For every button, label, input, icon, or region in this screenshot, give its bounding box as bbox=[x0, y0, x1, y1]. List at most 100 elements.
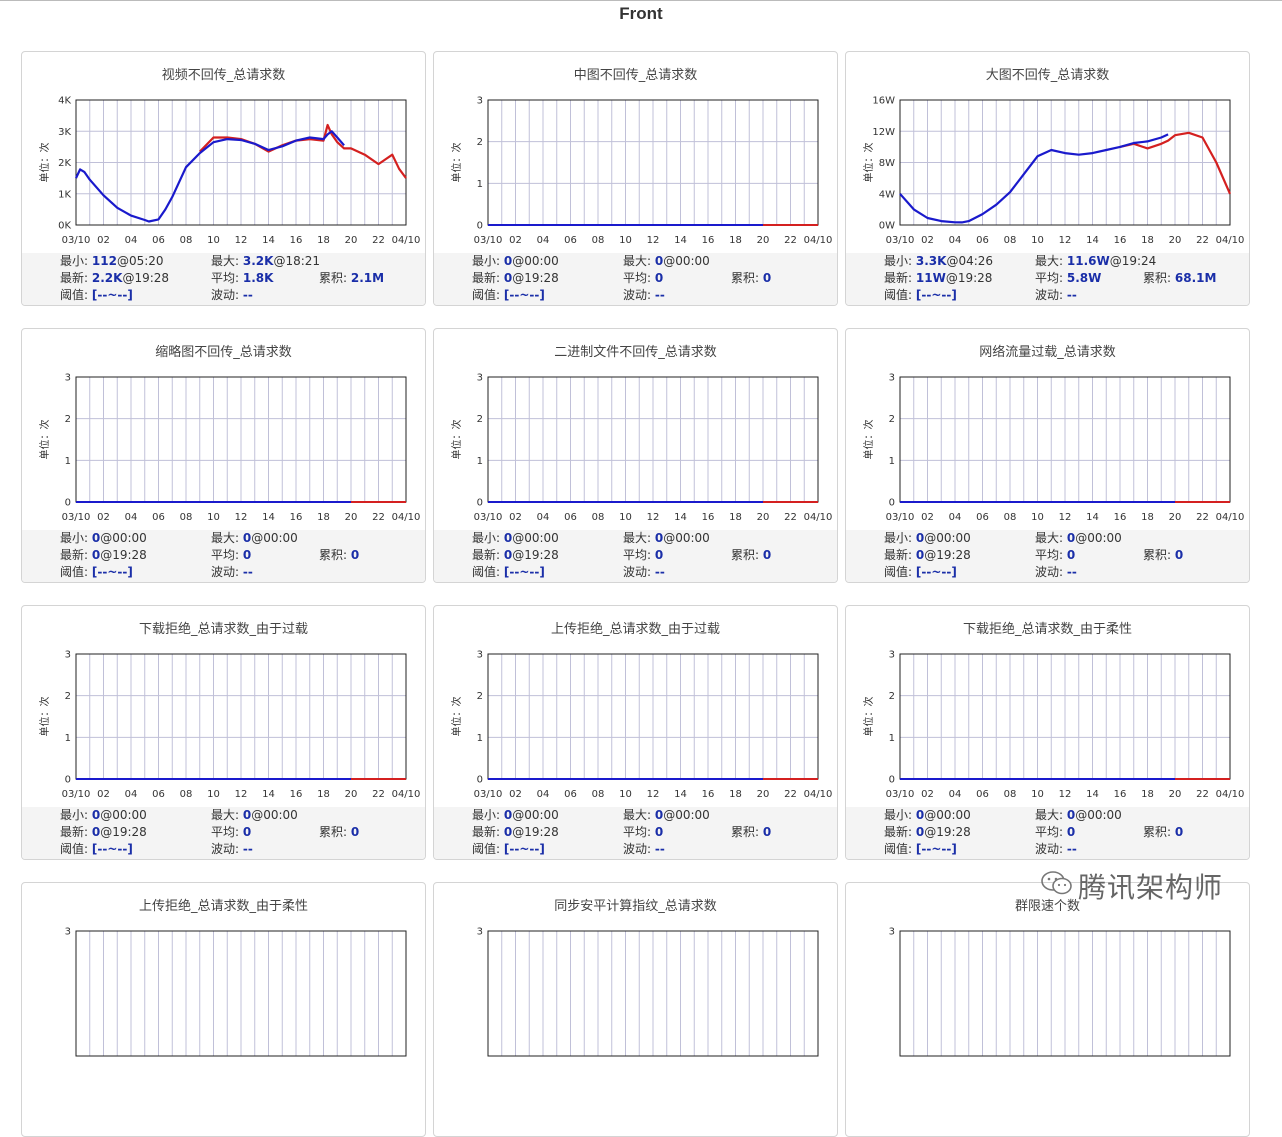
stat-threshold-value: [--~--] bbox=[915, 565, 957, 579]
stat-min-time: @00:00 bbox=[512, 531, 559, 545]
stat-max-value: 0 bbox=[654, 531, 664, 545]
x-tick-label: 08 bbox=[592, 235, 605, 246]
y-tick-label: 3 bbox=[65, 650, 71, 661]
series-line-today bbox=[75, 130, 345, 223]
y-tick-label: 1 bbox=[65, 733, 71, 744]
y-tick-label: 0K bbox=[58, 221, 71, 232]
stat-threshold-value: [--~--] bbox=[915, 842, 957, 856]
stat-max-time: @00:00 bbox=[251, 808, 298, 822]
x-tick-label: 04/10 bbox=[392, 512, 421, 523]
y-tick-label: 0 bbox=[889, 775, 895, 786]
stat-label: 阈值: bbox=[472, 842, 501, 856]
x-tick-label: 04/10 bbox=[392, 235, 421, 246]
stat-cum-value: 68.1M bbox=[1174, 271, 1217, 285]
stat-fluct-value: -- bbox=[242, 842, 253, 856]
x-tick-label: 20 bbox=[345, 235, 358, 246]
stat-max-time: @00:00 bbox=[1075, 531, 1122, 545]
stat-latest-value: 0 bbox=[503, 271, 513, 285]
plot-frame bbox=[75, 99, 407, 226]
x-tick-label: 20 bbox=[345, 789, 358, 800]
stat-label: 阈值: bbox=[60, 288, 89, 302]
stat-latest-value: 11W bbox=[915, 271, 946, 285]
stat-label: 最小: bbox=[472, 531, 501, 545]
x-tick-label: 06 bbox=[976, 789, 989, 800]
x-tick-label: 02 bbox=[97, 235, 110, 246]
x-tick-label: 10 bbox=[207, 789, 220, 800]
stat-min-time: @00:00 bbox=[100, 531, 147, 545]
y-tick-label: 2 bbox=[889, 414, 895, 425]
stat-label: 最大: bbox=[211, 531, 240, 545]
chart-grid-lines bbox=[899, 376, 1231, 503]
y-tick-label: 3 bbox=[477, 927, 483, 938]
x-tick-label: 04/10 bbox=[1216, 235, 1245, 246]
stat-latest-value: 0 bbox=[91, 548, 101, 562]
line-chart: 0W 4W 8W 12W 16W 03/10 02 04 06 08 10 12 14 16 18 20 22 0… bbox=[862, 96, 1245, 247]
stat-cum-value: 0 bbox=[762, 825, 772, 839]
stat-label: 波动: bbox=[623, 288, 652, 302]
stat-label: 阈值: bbox=[60, 565, 89, 579]
stat-label: 最新: bbox=[472, 271, 501, 285]
stats-summary: 最小: 112@05:20 最大: 3.2K@18:21 最新: 2.2K@19:2… bbox=[22, 253, 425, 305]
stat-fluct-value: -- bbox=[1066, 842, 1077, 856]
stat-latest-time: @19:28 bbox=[924, 548, 971, 562]
y-tick-label: 12W bbox=[872, 127, 895, 138]
x-tick-label: 03/10 bbox=[886, 789, 915, 800]
x-tick-label: 06 bbox=[564, 235, 577, 246]
stat-cum-value: 0 bbox=[1174, 825, 1184, 839]
stat-fluct-value: -- bbox=[654, 565, 665, 579]
stat-min-value: 3.3K bbox=[915, 254, 947, 268]
stat-max-time: @00:00 bbox=[663, 808, 710, 822]
x-tick-label: 08 bbox=[180, 789, 193, 800]
x-tick-label: 14 bbox=[262, 512, 275, 523]
x-tick-label: 10 bbox=[1031, 235, 1044, 246]
stats-summary: 最小: 0@00:00 最大: 0@00:00 最新: 0@19:28 平均: 0 累积… bbox=[846, 530, 1249, 582]
chart-panel: 下载拒绝_总请求数_由于过载 0 1 2 3 03/10 02 04 06 08 10 12 14 16 1… bbox=[21, 605, 426, 860]
x-tick-label: 06 bbox=[976, 235, 989, 246]
x-tick-label: 02 bbox=[921, 235, 934, 246]
stat-max-value: 11.6W bbox=[1066, 254, 1110, 268]
panel-title: 缩略图不回传_总请求数 bbox=[155, 345, 292, 360]
x-tick-label: 04 bbox=[537, 235, 550, 246]
stat-latest-value: 0 bbox=[915, 548, 925, 562]
x-tick-label: 02 bbox=[509, 235, 522, 246]
x-tick-label: 03/10 bbox=[474, 235, 503, 246]
x-tick-label: 08 bbox=[592, 512, 605, 523]
watermark-text: 腾讯架构师 bbox=[1078, 871, 1224, 904]
stat-min-time: @00:00 bbox=[924, 808, 971, 822]
top-divider bbox=[0, 0, 1282, 1]
y-tick-label: 0 bbox=[477, 775, 483, 786]
stat-label: 累积: bbox=[731, 548, 760, 562]
stat-avg-value: 0 bbox=[242, 548, 252, 562]
stat-max-time: @00:00 bbox=[663, 531, 710, 545]
stat-latest-value: 2.2K bbox=[91, 271, 123, 285]
x-tick-label: 04 bbox=[537, 512, 550, 523]
x-tick-label: 16 bbox=[1114, 235, 1127, 246]
stat-avg-value: 0 bbox=[654, 271, 664, 285]
x-tick-label: 04 bbox=[537, 789, 550, 800]
x-tick-label: 12 bbox=[235, 789, 248, 800]
x-tick-label: 14 bbox=[674, 512, 687, 523]
stat-max-value: 0 bbox=[242, 808, 252, 822]
y-tick-label: 1 bbox=[889, 456, 895, 467]
x-tick-label: 04 bbox=[125, 512, 138, 523]
x-tick-label: 12 bbox=[235, 512, 248, 523]
x-tick-label: 04/10 bbox=[804, 512, 833, 523]
stat-cum-value: 0 bbox=[1174, 548, 1184, 562]
stat-latest-value: 0 bbox=[91, 825, 101, 839]
stats-summary: 最小: 0@00:00 最大: 0@00:00 最新: 0@19:28 平均: 0 累积… bbox=[846, 807, 1249, 859]
x-tick-label: 06 bbox=[152, 235, 165, 246]
stat-min-value: 0 bbox=[503, 808, 513, 822]
x-tick-label: 20 bbox=[1169, 235, 1182, 246]
panel-title: 大图不回传_总请求数 bbox=[985, 68, 1110, 83]
x-tick-label: 18 bbox=[729, 789, 742, 800]
plot-frame bbox=[899, 99, 1231, 226]
chart-grid-lines bbox=[75, 931, 407, 1056]
stat-min-value: 0 bbox=[503, 254, 513, 268]
stat-latest-time: @19:28 bbox=[512, 825, 559, 839]
y-tick-label: 2 bbox=[65, 414, 71, 425]
stats-summary: 最小: 3.3K@04:26 最大: 11.6W@19:24 最新: 11W@19:… bbox=[846, 253, 1249, 305]
x-tick-label: 18 bbox=[317, 512, 330, 523]
chart-grid-lines bbox=[487, 653, 819, 780]
